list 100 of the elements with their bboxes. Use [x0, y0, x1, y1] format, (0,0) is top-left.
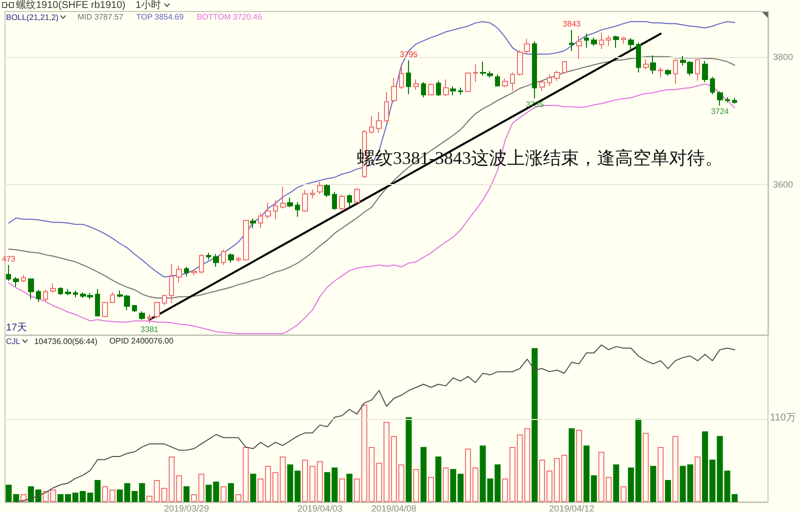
candlestick: [443, 78, 449, 96]
y-tick-label: 3600: [773, 179, 794, 190]
bar: [442, 467, 449, 502]
legend-title: BOLL(21,21,2): [6, 13, 59, 22]
candlestick: [584, 33, 589, 48]
candlestick: [310, 188, 315, 199]
candlestick: [250, 218, 256, 229]
bar: [620, 486, 627, 502]
bar: [672, 436, 678, 502]
candlestick: [302, 190, 308, 212]
annotation: 3843: [562, 19, 582, 28]
candlestick: [539, 80, 545, 92]
chart-subtitle: 104736.00(56:44): [34, 337, 98, 346]
candlestick: [265, 202, 271, 220]
candlestick: [176, 265, 182, 284]
candlestick: [6, 264, 11, 282]
x-tick-label: 2019/04/12: [549, 504, 594, 513]
candlestick: [413, 78, 419, 90]
bar: [346, 474, 352, 502]
candlestick: [702, 60, 708, 83]
bar: [658, 447, 664, 502]
candlestick: [547, 74, 552, 86]
bar: [435, 456, 442, 502]
x-tick-label: 2019/04/03: [297, 504, 342, 513]
candlestick: [13, 276, 19, 288]
candlestick: [436, 80, 441, 96]
candlestick: [50, 282, 56, 294]
candlestick: [258, 212, 263, 229]
candlestick: [332, 191, 337, 210]
annotation: OPID 2400076.00: [109, 336, 174, 346]
bar: [339, 478, 346, 502]
bar: [694, 456, 701, 502]
candlestick: [287, 197, 293, 208]
candlestick: [21, 274, 26, 283]
candlestick: [221, 249, 226, 266]
annotation: 3381: [140, 324, 159, 334]
candlestick: [206, 252, 211, 260]
candlestick: [502, 78, 508, 88]
bar: [650, 466, 656, 502]
bar: [183, 486, 190, 502]
candlestick: [621, 36, 626, 44]
candlestick: [480, 61, 486, 76]
bar: [228, 483, 234, 502]
candlestick: [510, 72, 515, 92]
candlestick: [132, 304, 137, 312]
candlestick: [376, 111, 382, 134]
chart-title: CJL: [6, 337, 21, 346]
candlestick: [95, 288, 100, 317]
candlestick: [725, 96, 730, 103]
candlestick: [228, 253, 234, 263]
candlestick: [710, 76, 715, 95]
annotation: 473: [2, 254, 16, 264]
candlestick: [58, 286, 63, 296]
bar: [576, 430, 582, 502]
y-tick-label: 3800: [773, 52, 794, 62]
candlestick: [162, 294, 167, 306]
candlestick: [658, 66, 663, 78]
candlestick: [339, 194, 345, 211]
candlestick: [243, 219, 249, 262]
candlestick: [695, 58, 700, 82]
bar: [250, 474, 256, 502]
candlestick: [576, 35, 582, 60]
bar: [428, 476, 434, 502]
x-tick-label: 2019/04/08: [371, 504, 416, 513]
candlestick: [599, 32, 604, 50]
annotation: 3724: [710, 107, 730, 116]
ref-line-label: 110万: [770, 412, 796, 424]
candlestick: [102, 301, 108, 318]
bar: [642, 432, 649, 502]
candlestick: [673, 58, 678, 84]
candlestick: [554, 70, 560, 82]
candlestick: [450, 86, 456, 96]
candlestick: [399, 65, 404, 90]
bar: [664, 480, 671, 502]
candlestick: [236, 256, 241, 262]
candlestick: [199, 254, 204, 274]
candlestick: [169, 263, 174, 304]
bar: [613, 464, 620, 502]
candlestick: [36, 289, 41, 302]
annotation: 17天: [6, 322, 28, 334]
bar: [406, 417, 412, 502]
candlestick: [28, 278, 34, 300]
candlestick: [184, 266, 189, 277]
candlestick: [473, 64, 478, 83]
candlestick: [154, 301, 160, 319]
candlestick: [428, 82, 434, 96]
candlestick: [636, 42, 641, 73]
candlestick: [65, 288, 71, 296]
candlestick: [421, 82, 426, 98]
candlestick: [591, 37, 597, 46]
candlestick: [606, 35, 611, 46]
bar: [532, 348, 538, 502]
candlestick: [43, 289, 48, 302]
bar: [568, 428, 575, 502]
bar: [420, 447, 427, 502]
candlestick: [665, 68, 671, 76]
candlestick: [732, 97, 737, 104]
candlestick: [147, 313, 152, 324]
text: TOP 3854.69: [136, 12, 184, 22]
candlestick: [73, 290, 78, 298]
